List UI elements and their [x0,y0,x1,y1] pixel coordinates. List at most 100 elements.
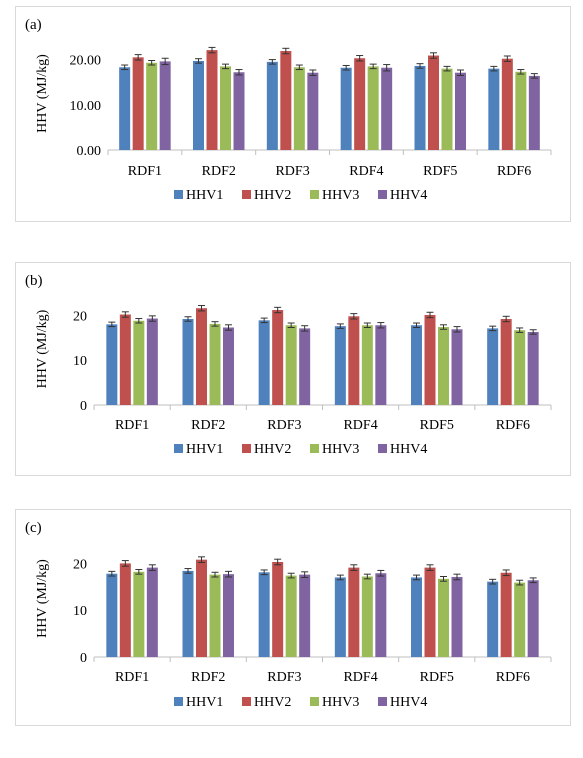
bar-hhv4-rdf4 [375,325,387,405]
legend-swatch [174,190,183,199]
bar-hhv1-rdf4 [334,326,346,405]
bar-hhv4-rdf4 [375,573,387,657]
legend-label: HHV1 [186,695,223,710]
legend-item-hhv2: HHV2 [242,442,291,457]
chart-panel-a: (a) HHV (MJ/kg) 0.00 10.00 20.00 RDF1 RDF2 RDF… [15,6,571,222]
bar-hhv1-rdf2 [193,60,204,150]
error-bar [490,65,498,72]
y-tick-label: 10 [73,604,87,619]
bar-hhv4-rdf1 [146,318,158,405]
y-axis-label: HHV (MJ/kg) [35,559,50,638]
error-bar [195,58,202,64]
x-tick-label: RDF6 [496,418,530,433]
bar-hhv2-rdf4 [348,567,360,657]
y-tick-label: 20 [73,557,87,572]
error-bar [121,311,129,318]
error-bar [516,579,524,586]
legend-item-hhv4: HHV4 [378,442,427,457]
bar-hhv1-rdf6 [487,581,499,657]
error-bar [430,52,437,59]
error-bar [440,576,447,582]
legend-swatch [242,444,251,453]
error-bar [356,55,364,62]
chart-b-svg: HHV (MJ/kg) 0 10 20 RDF1 RDF2 RDF3 RDF4 RDF5 RDF6… [35,305,552,457]
panel-label: (a) [25,17,42,33]
error-bar [383,64,391,72]
bar-hhv3-rdf5 [438,327,449,405]
error-bar [287,572,295,579]
x-tick-label: RDF1 [128,164,162,179]
chart-c-svg: HHV (MJ/kg) 0 10 20 RDF1 RDF2 RDF3 RDF4 RDF5 RDF6… [35,556,552,710]
bar-hhv2-rdf2 [196,308,207,405]
bar-hhv1-rdf2 [182,570,194,657]
x-tick-label: RDF4 [349,164,383,179]
bar-hhv4-rdf5 [451,576,463,657]
bar-hhv1-rdf5 [411,577,422,657]
bar-hhv3-rdf2 [209,574,221,657]
panel-label: (b) [25,273,43,289]
bar-hhv2-rdf4 [348,316,360,405]
error-bar [148,315,156,322]
error-bar [457,69,464,76]
bar-hhv1-rdf5 [411,325,422,405]
error-bar [529,329,537,335]
y-tick-label: 20 [73,309,87,324]
x-tick-label: RDF6 [496,670,530,685]
bar-hhv2-rdf1 [132,57,144,151]
error-bar [530,73,538,79]
error-bar [350,564,358,571]
bar-hhv1-rdf6 [487,328,499,405]
error-bar [222,63,229,70]
legend-swatch [378,190,387,199]
bar-hhv1-rdf3 [258,320,270,405]
bar-hhv2-rdf6 [500,572,512,657]
bar-hhv2-rdf1 [119,563,131,657]
y-tick-label: 10.00 [70,99,102,114]
error-bar [336,574,344,581]
bar-hhv2-rdf6 [501,58,513,150]
error-bar [108,321,116,328]
error-bar [134,54,142,61]
chart-panel-c: (c) HHV (MJ/kg) 0 10 20 RDF1 RDF2 RDF3 RDF4 RDF5… [15,509,571,726]
x-tick-label: RDF2 [202,164,236,179]
error-bar [363,322,371,328]
legend-item-hhv1: HHV1 [174,695,223,710]
error-bar [502,569,510,577]
error-bar [184,316,192,322]
error-bar [208,46,216,54]
error-bar [108,570,116,577]
x-tick-label: RDF5 [423,164,457,179]
bar-hhv1-rdf4 [340,67,352,150]
bar-hhv3-rdf5 [441,68,453,150]
error-bar [489,578,497,585]
error-bar [342,64,350,71]
error-bar [502,315,510,323]
x-tick-label: RDF2 [191,670,225,685]
bar-hhv2-rdf5 [424,314,436,405]
error-bar [198,556,205,563]
bar-hhv4-rdf1 [146,567,158,657]
error-bar [309,69,317,76]
error-bar [148,60,156,66]
bar-hhv3-rdf2 [220,66,231,150]
legend-label: HHV4 [390,695,427,710]
bar-hhv4-rdf5 [455,72,466,150]
error-bar [295,64,303,71]
error-bar [377,322,385,329]
y-tick-label: 0 [80,399,87,414]
error-bar [440,324,447,330]
x-tick-label: RDF3 [275,164,309,179]
legend-item-hhv2: HHV2 [242,188,291,203]
x-tick-label: RDF3 [267,670,301,685]
legend-swatch [310,190,319,199]
bar-hhv3-rdf3 [285,325,297,405]
legend-swatch [378,697,387,706]
error-bar [121,560,129,567]
legend-label: HHV1 [186,442,223,457]
legend-swatch [174,697,183,706]
error-bar [377,569,385,577]
error-bar [413,322,420,328]
y-tick-label: 0 [80,651,87,666]
chart-panel-b: (b) HHV (MJ/kg) 0 10 20 RDF1 RDF2 RDF3 RDF4 RDF5… [15,262,571,476]
bar-hhv1-rdf3 [266,61,278,150]
